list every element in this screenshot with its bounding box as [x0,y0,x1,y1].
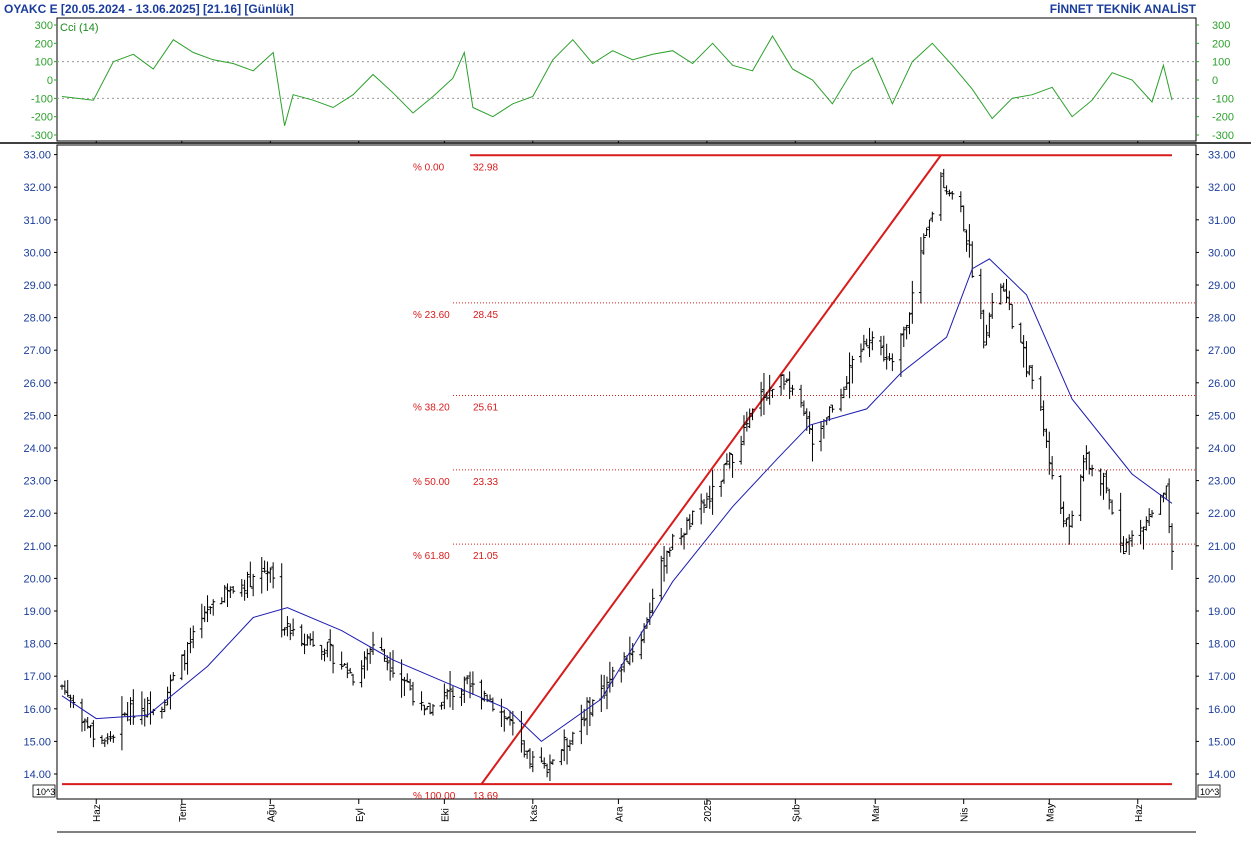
price-tick-label-left: 15.00 [23,736,51,748]
x-axis-tick-label: Ara [614,806,625,822]
x-axis-tick-label: Eki [440,808,451,822]
fib-level-label: % 50.00 [413,477,450,488]
price-tick-label-left: 22.00 [23,508,51,520]
cci-tick-label-left: -100 [31,93,53,105]
price-tick-label-left: 26.00 [23,378,51,390]
price-tick-label-right: 22.00 [1208,508,1236,520]
x-axis-tick-label: Ağu [266,804,277,822]
price-tick-label-left: 20.00 [23,573,51,585]
price-tick-label-right: 30.00 [1208,247,1236,259]
price-tick-label-right: 28.00 [1208,313,1236,325]
fib-level-label: % 38.20 [413,403,450,414]
fib-level-label: % 0.00 [413,162,445,173]
x-axis-tick-label: Mar [871,804,882,822]
price-tick-label-right: 26.00 [1208,378,1236,390]
period: [Günlük] [244,2,294,16]
unit-box-right [1197,784,1221,798]
price-tick-label-right: 24.00 [1208,443,1236,455]
price-tick-label-left: 29.00 [23,280,51,292]
price-tick-label-left: 27.00 [23,345,51,357]
fib-level-value: 25.61 [473,403,498,414]
price-tick-label-left: 25.00 [23,410,51,422]
cci-tick-label-right: -300 [1212,130,1234,142]
price-tick-label-right: 31.00 [1208,215,1236,227]
price-tick-label-left: 30.00 [23,247,51,259]
date-range: [20.05.2024 - 13.06.2025] [60,2,200,16]
price-tick-label-right: 19.00 [1208,606,1236,618]
symbol: OYAKC E [4,2,58,16]
fib-level-value: 23.33 [473,477,498,488]
price-tick-label-right: 32.00 [1208,182,1236,194]
price-panel-frame [56,144,1197,800]
unit-label-left: 10^3 [36,787,55,797]
price-tick-label-left: 33.00 [23,150,51,162]
x-axis-tick-label: Tem [178,803,189,822]
price-tick-label-left: 32.00 [23,182,51,194]
price-tick-label-left: 24.00 [23,443,51,455]
cci-tick-label-left: 0 [47,75,53,87]
price-tick-label-right: 17.00 [1208,671,1236,683]
trendline-swing-up [480,154,942,785]
cci-tick-label-left: -200 [31,112,53,124]
price-tick-label-left: 31.00 [23,215,51,227]
cci-tick-label-right: -200 [1212,112,1234,124]
fib-level-label: % 61.80 [413,551,450,562]
fib-level-value: 28.45 [473,310,498,321]
price-tick-label-right: 15.00 [1208,736,1236,748]
price-tick-label-right: 27.00 [1208,345,1236,357]
cci-tick-label-left: 300 [35,20,53,32]
chart-header-info: OYAKC E [20.05.2024 - 13.06.2025] [21.16… [4,2,294,16]
cci-tick-label-left: 200 [35,38,53,50]
fib-level-label: % 100.00 [413,791,456,802]
price-tick-label-left: 23.00 [23,476,51,488]
ohlc-bars [60,168,1174,782]
price-tick-label-left: 17.00 [23,671,51,683]
fib-level-label: % 23.60 [413,310,450,321]
price-tick-label-left: 18.00 [23,639,51,651]
cci-tick-label-right: 100 [1212,57,1230,69]
x-axis-tick-label: 2025 [703,799,714,822]
fib-level-value: 32.98 [473,162,498,173]
x-axis-tick-label: Haz [92,804,103,822]
price-tick-label-right: 14.00 [1208,769,1236,781]
cci-tick-label-left: -300 [31,130,53,142]
price-tick-label-left: 14.00 [23,769,51,781]
price-tick-label-right: 33.00 [1208,150,1236,162]
last-price: [21.16] [203,2,242,16]
fib-level-value: 13.69 [473,791,498,802]
cci-tick-label-left: 100 [35,57,53,69]
cci-panel-frame [56,17,1197,142]
price-tick-label-right: 29.00 [1208,280,1236,292]
price-tick-label-right: 18.00 [1208,639,1236,651]
cci-tick-label-right: 300 [1212,20,1230,32]
x-axis-tick-label: Nis [960,808,971,822]
price-tick-label-left: 19.00 [23,606,51,618]
cci-series-line [61,35,1173,126]
price-tick-label-right: 25.00 [1208,410,1236,422]
x-axis-tick-label: Kas [529,805,540,822]
price-tick-label-right: 21.00 [1208,541,1236,553]
cci-tick-label-right: -100 [1212,93,1234,105]
brand-title: FİNNET TEKNİK ANALİST [1049,2,1196,16]
price-tick-label-left: 21.00 [23,541,51,553]
fib-level-value: 21.05 [473,551,498,562]
cci-tick-label-right: 0 [1212,75,1218,87]
price-tick-label-right: 23.00 [1208,476,1236,488]
moving-average-line [61,258,1173,743]
unit-label-right: 10^3 [1200,787,1219,797]
price-tick-label-left: 16.00 [23,704,51,716]
price-tick-label-right: 20.00 [1208,573,1236,585]
x-axis-tick-label: Haz [1134,804,1145,822]
cci-tick-label-right: 200 [1212,38,1230,50]
x-axis-tick-label: Eyl [355,808,366,822]
price-tick-label-left: 28.00 [23,313,51,325]
cci-title: Cci (14) [60,22,99,34]
x-axis-tick-label: May [1045,803,1056,822]
price-tick-label-right: 16.00 [1208,704,1236,716]
unit-box-left [32,784,56,798]
x-axis-tick-label: Şub [791,804,802,822]
